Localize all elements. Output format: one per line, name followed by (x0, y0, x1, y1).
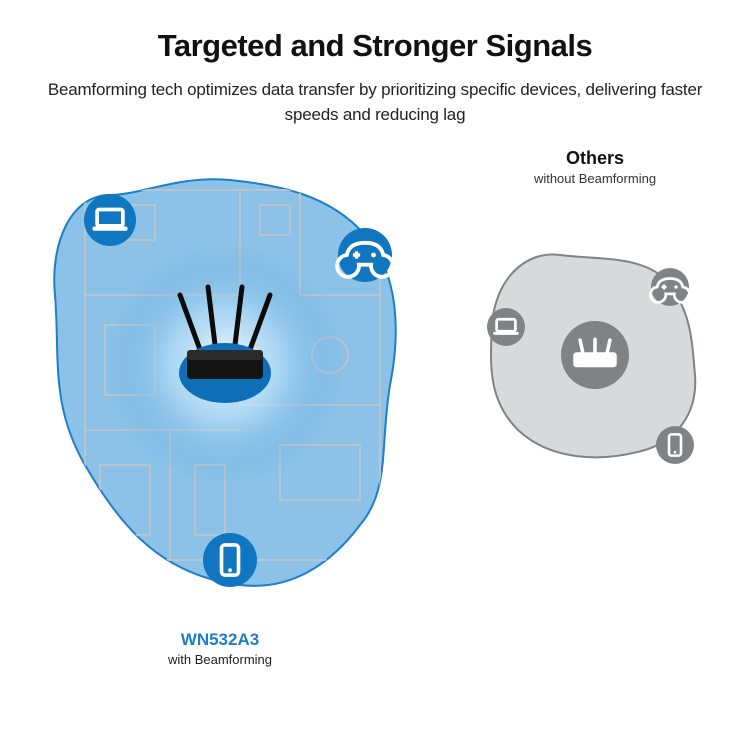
others-panel (470, 225, 720, 500)
phone-icon (656, 426, 694, 464)
page-subtitle: Beamforming tech optimizes data transfer… (0, 64, 750, 127)
diagram-stage (0, 135, 750, 675)
others-title: Others (480, 148, 710, 169)
laptop-icon (487, 308, 525, 346)
others-caption: Others without Beamforming (480, 148, 710, 186)
beamforming-panel (30, 145, 410, 605)
product-name: WN532A3 (60, 630, 380, 650)
others-svg (470, 225, 720, 495)
beamforming-svg (30, 145, 410, 605)
others-subtitle: without Beamforming (480, 171, 710, 186)
beamforming-caption: WN532A3 with Beamforming (60, 630, 380, 667)
router-icon (561, 321, 629, 389)
product-subtitle: with Beamforming (60, 652, 380, 667)
page-title: Targeted and Stronger Signals (0, 0, 750, 64)
phone-icon (203, 533, 257, 587)
laptop-icon (84, 194, 136, 246)
